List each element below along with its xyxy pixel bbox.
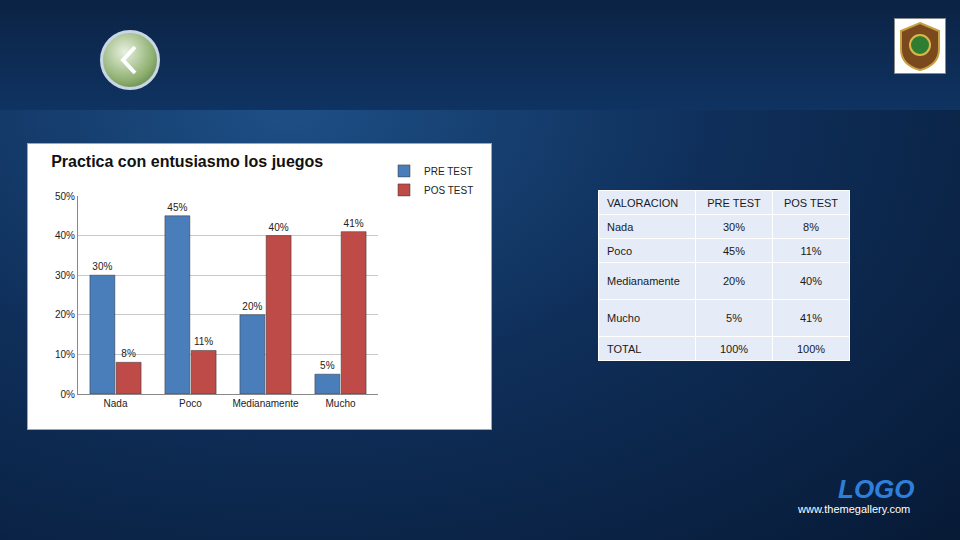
html-text:Nada: Nada (607, 220, 634, 233)
svg-text:0%: 0% (61, 389, 76, 400)
html-text:LOGO: LOGO (838, 474, 915, 504)
svg-text:Practica con entusiasmo los ju: Practica con entusiasmo los juegos (51, 153, 323, 170)
html-text:Medianamente: Medianamente (607, 275, 680, 287)
html-text:100%: 100% (796, 342, 826, 355)
html-text:8%: 8% (803, 220, 819, 233)
svg-text:50%: 50% (55, 191, 75, 202)
svg-text:5%: 5% (320, 360, 335, 371)
svg-text:45%: 45% (167, 202, 187, 213)
html-text:POS TEST: POS TEST (783, 196, 839, 209)
html-text:100%: 100% (719, 342, 749, 355)
svg-text:11%: 11% (194, 336, 213, 347)
html-text:PRE TEST: PRE TEST (707, 196, 761, 209)
svg-text:20%: 20% (242, 301, 262, 312)
html-text:5%: 5% (726, 312, 742, 324)
html-text:Mucho: Mucho (607, 312, 640, 324)
svg-text:PRE TEST: PRE TEST (424, 166, 473, 177)
svg-text:8%: 8% (121, 348, 136, 359)
svg-text:40%: 40% (55, 230, 75, 241)
svg-text:30%: 30% (55, 270, 75, 281)
svg-text:Medianamente: Medianamente (232, 398, 299, 409)
svg-text:POS TEST: POS TEST (424, 185, 473, 196)
svg-text:10%: 10% (55, 349, 75, 360)
html-text:11%: 11% (800, 244, 822, 257)
svg-text:Nada: Nada (104, 398, 128, 409)
html-text:VALORACION: VALORACION (607, 196, 679, 209)
html-text:45%: 45% (723, 244, 745, 257)
svg-text:Mucho: Mucho (325, 398, 355, 409)
html-text:40%: 40% (800, 275, 822, 287)
html-text:41%: 41% (800, 312, 822, 324)
html-text:20%: 20% (723, 275, 745, 287)
svg-text:41%: 41% (344, 218, 364, 229)
svg-text:30%: 30% (92, 261, 112, 272)
html-text:www.themegallery.com: www.themegallery.com (798, 503, 911, 515)
html-text:Poco: Poco (607, 244, 633, 257)
html-text:TOTAL: TOTAL (607, 342, 642, 355)
svg-text:Poco: Poco (179, 398, 202, 409)
svg-text:20%: 20% (55, 309, 75, 320)
svg-text:40%: 40% (269, 222, 289, 233)
html-text:30%: 30% (723, 220, 745, 233)
